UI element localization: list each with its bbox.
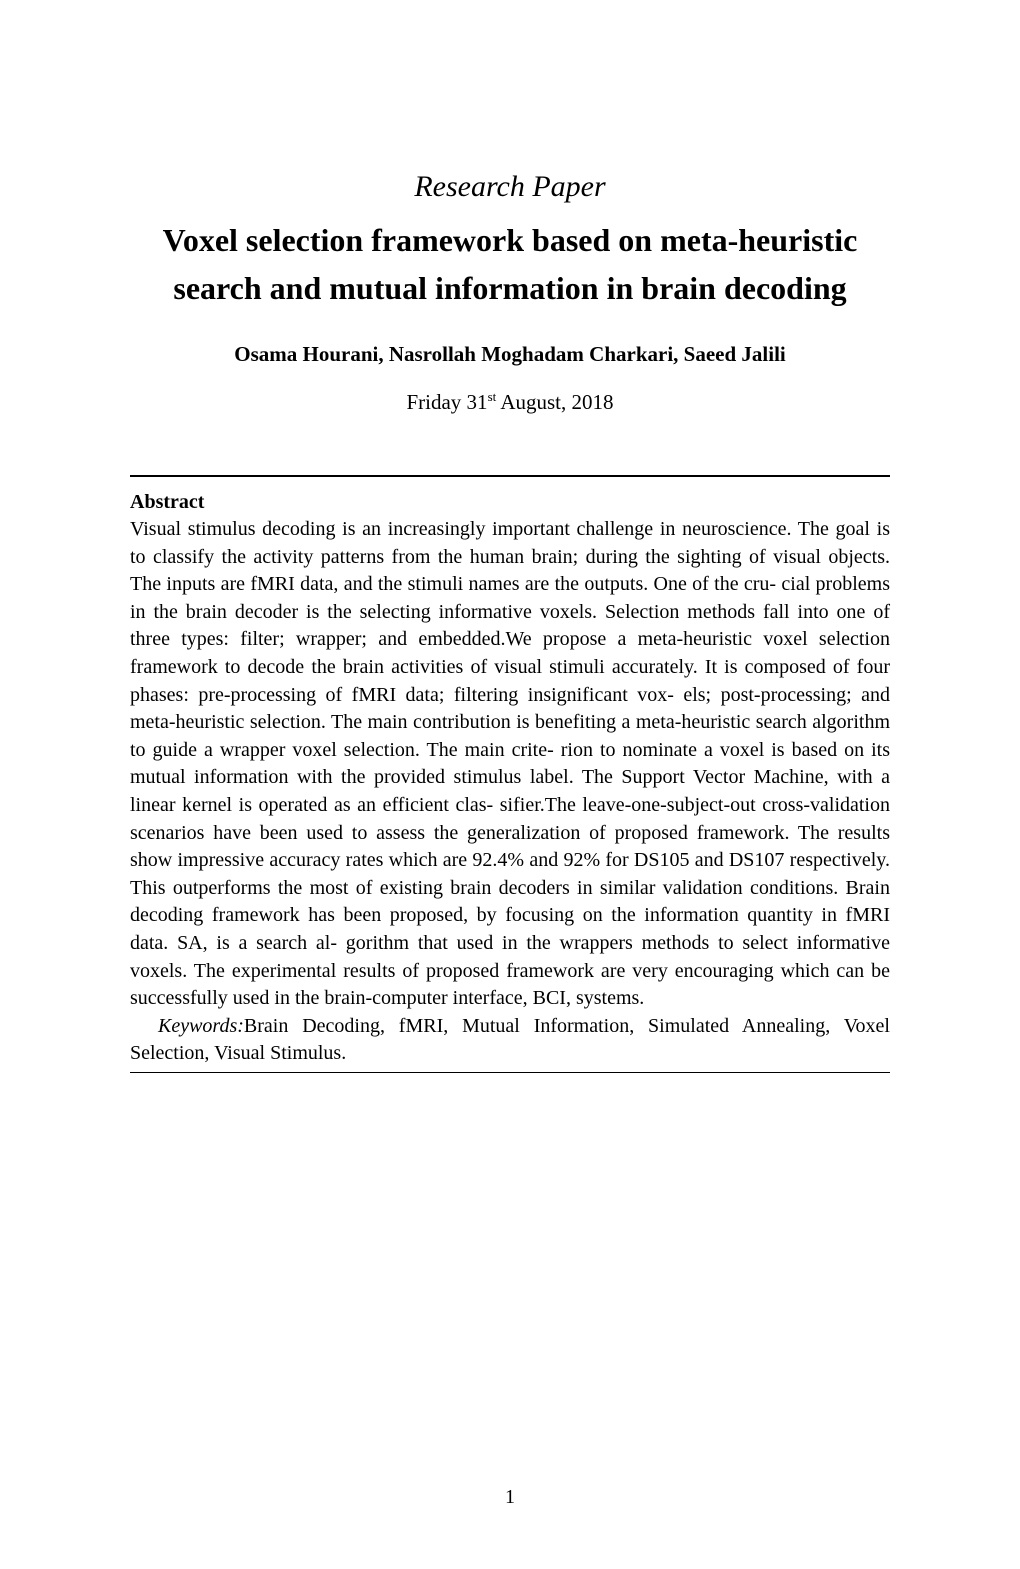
abstract-heading: Abstract xyxy=(130,491,890,514)
date-prefix: Friday 31 xyxy=(406,390,487,414)
publication-date: Friday 31st August, 2018 xyxy=(130,389,890,415)
date-suffix: August, 2018 xyxy=(496,390,613,414)
date-ordinal: st xyxy=(488,389,497,404)
keywords-text: Brain Decoding, fMRI, Mutual Information… xyxy=(130,1015,890,1065)
divider-top xyxy=(130,475,890,477)
paper-title: Voxel selection framework based on meta-… xyxy=(130,216,890,312)
keywords-label: Keywords: xyxy=(158,1015,244,1037)
page-number: 1 xyxy=(0,1486,1020,1509)
abstract-body: Visual stimulus decoding is an increasin… xyxy=(130,516,890,1013)
paper-type-label: Research Paper xyxy=(130,170,890,204)
authors-list: Osama Hourani, Nasrollah Moghadam Charka… xyxy=(130,342,890,367)
divider-bottom xyxy=(130,1072,890,1073)
keywords-line: Keywords:Brain Decoding, fMRI, Mutual In… xyxy=(130,1013,890,1068)
